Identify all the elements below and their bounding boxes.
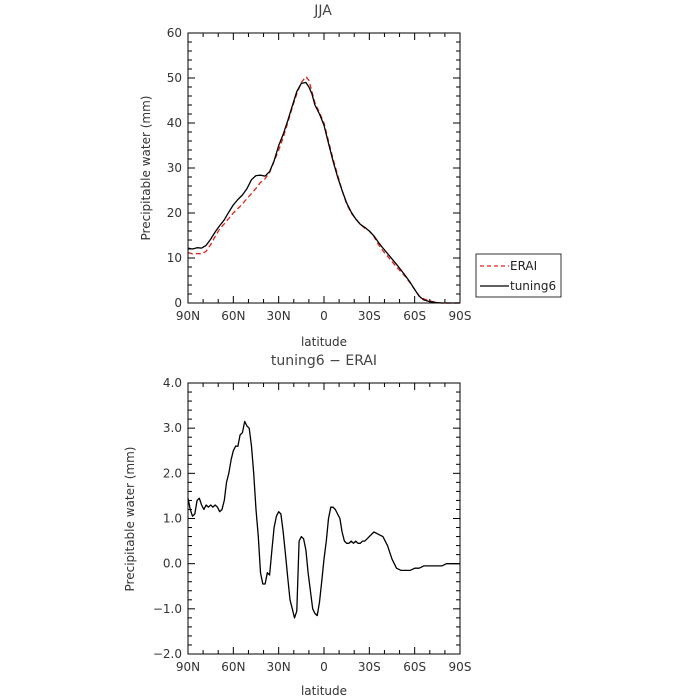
x-tick-label: 60S bbox=[403, 660, 426, 674]
x-tick-label: 30S bbox=[358, 309, 381, 323]
y-tick-label: 1.0 bbox=[163, 512, 182, 526]
y-tick-label: 0 bbox=[174, 296, 182, 310]
x-tick-label: 60N bbox=[221, 309, 245, 323]
y-tick-label: 10 bbox=[167, 251, 182, 265]
top-chart-title: JJA bbox=[313, 3, 332, 19]
legend-label-tuning6: tuning6 bbox=[510, 279, 556, 293]
legend-box bbox=[475, 253, 562, 298]
y-tick-label: −2.0 bbox=[153, 647, 182, 661]
bottom-panel: tuning6 − ERAI 90N 60N 30N 0 30S 60S 90S −2.0−… bbox=[123, 353, 471, 698]
x-tick-label: 30N bbox=[267, 309, 291, 323]
x-tick-label: 60N bbox=[221, 660, 245, 674]
bottom-x-axis-label: latitude bbox=[301, 684, 347, 698]
y-tick-label: 50 bbox=[167, 71, 182, 85]
bottom-y-ticks: −2.0 −1.0 0.0 1.0 2.0 3.0 4.0 bbox=[153, 376, 460, 661]
x-tick-label: 90S bbox=[449, 309, 472, 323]
y-tick-label: 20 bbox=[167, 206, 182, 220]
legend: ERAI tuning6 bbox=[475, 253, 562, 298]
y-tick-label: 40 bbox=[167, 116, 182, 130]
bottom-plot-frame bbox=[187, 382, 461, 655]
y-tick-label: 4.0 bbox=[163, 376, 182, 390]
y-tick-label: 0.0 bbox=[163, 557, 182, 571]
y-tick-label: 30 bbox=[167, 161, 182, 175]
y-tick-label: −1.0 bbox=[153, 602, 182, 616]
x-tick-label: 90S bbox=[449, 660, 472, 674]
top-x-axis-label: latitude bbox=[301, 335, 347, 349]
top-y-ticks: 0 10 20 30 40 50 60 bbox=[167, 26, 460, 310]
x-tick-label: 0 bbox=[320, 309, 328, 323]
x-tick-label: 30S bbox=[358, 660, 381, 674]
bottom-y-axis-label: Precipitable water (mm) bbox=[123, 447, 137, 592]
bottom-chart-title: tuning6 − ERAI bbox=[271, 353, 377, 369]
series-line-erai bbox=[187, 76, 460, 304]
y-tick-label: 2.0 bbox=[163, 466, 182, 480]
top-x-ticks: 90N 60N 30N 0 30S 60S 90S bbox=[176, 33, 472, 323]
x-tick-label: 60S bbox=[403, 309, 426, 323]
y-tick-label: 60 bbox=[167, 26, 182, 40]
legend-label-erai: ERAI bbox=[510, 259, 537, 273]
bottom-x-ticks: 90N 60N 30N 0 30S 60S 90S bbox=[176, 383, 472, 674]
x-tick-label: 30N bbox=[267, 660, 291, 674]
bottom-chart-marks bbox=[187, 420, 460, 619]
x-tick-label: 90N bbox=[176, 309, 200, 323]
y-tick-label: 3.0 bbox=[163, 421, 182, 435]
top-y-axis-label: Precipitable water (mm) bbox=[139, 96, 153, 241]
series-line-difference bbox=[187, 420, 460, 619]
x-tick-label: 90N bbox=[176, 660, 200, 674]
series-line-tuning6 bbox=[187, 81, 460, 304]
top-panel: JJA 90N 60N 30N 0 30S 60S 90S 0 10 20 30 40 50 60 la… bbox=[139, 3, 471, 349]
x-tick-label: 0 bbox=[320, 660, 328, 674]
top-plot-frame bbox=[187, 32, 461, 304]
top-chart-marks bbox=[187, 76, 460, 304]
